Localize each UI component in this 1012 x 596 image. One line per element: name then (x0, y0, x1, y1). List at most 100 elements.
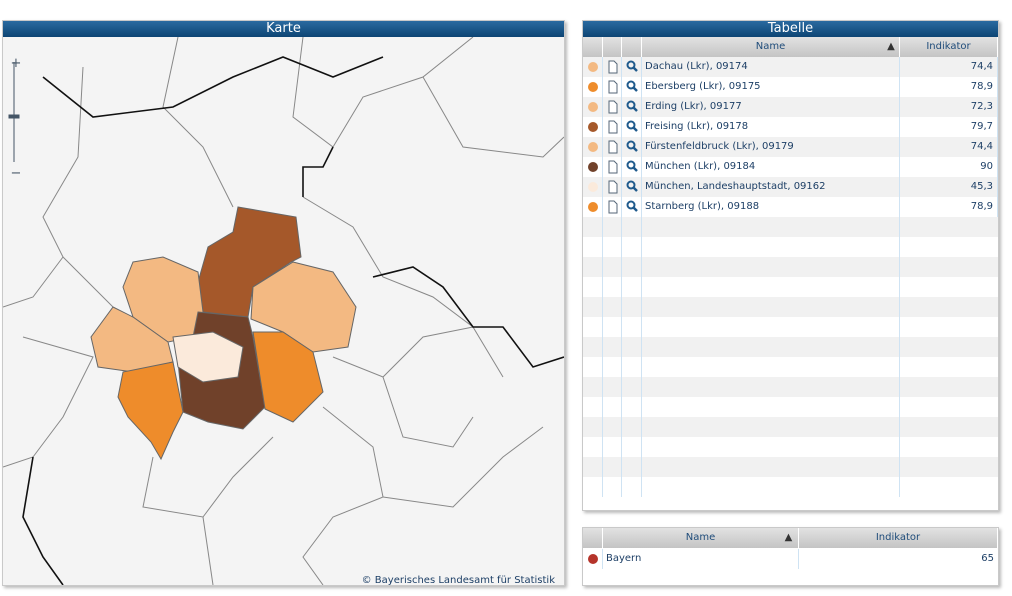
table-row[interactable]: Erding (Lkr), 0917772,3 (583, 97, 998, 117)
cell (622, 337, 642, 357)
name-cell: Fürstenfeldbruck (Lkr), 09179 (642, 137, 900, 157)
cell (603, 217, 622, 237)
doc-icon[interactable] (603, 97, 622, 117)
cell (622, 237, 642, 257)
empty-row (583, 357, 998, 377)
cell (603, 357, 622, 377)
column-header[interactable]: Indikator (799, 528, 998, 548)
doc-icon[interactable] (603, 197, 622, 217)
color-dot (588, 162, 598, 172)
zoom-icon[interactable] (622, 77, 642, 97)
color-dot (588, 182, 598, 192)
cell (603, 237, 622, 257)
sort-marker[interactable]: ▲ (883, 37, 900, 57)
color-dot (588, 82, 598, 92)
svg-text:−: − (11, 166, 22, 181)
table-row[interactable]: München (Lkr), 0918490 (583, 157, 998, 177)
value-cell: 78,9 (900, 77, 998, 97)
name-cell: Starnberg (Lkr), 09188 (642, 197, 900, 217)
table-row[interactable]: Dachau (Lkr), 0917474,4 (583, 57, 998, 77)
map: + − © Bayerisches Landesamt für Statisti… (3, 37, 564, 585)
doc-icon[interactable] (603, 177, 622, 197)
color-cell (583, 397, 603, 417)
zoom-icon[interactable] (622, 137, 642, 157)
cell (622, 437, 642, 457)
cell (603, 317, 622, 337)
column-header[interactable]: Indikator (900, 37, 998, 57)
table-row[interactable]: Ebersberg (Lkr), 0917578,9 (583, 77, 998, 97)
column-header[interactable]: Name (603, 528, 799, 548)
table-header: Name ▲ Indikator (583, 37, 998, 57)
cell (622, 377, 642, 397)
color-dot (588, 122, 598, 132)
doc-icon[interactable] (603, 57, 622, 77)
cell (603, 437, 622, 457)
cell (642, 437, 900, 457)
zoom-icon[interactable] (622, 117, 642, 137)
cell (603, 297, 622, 317)
color-cell (583, 57, 603, 77)
zoom-icon[interactable] (622, 157, 642, 177)
empty-row (583, 397, 998, 417)
table-row[interactable]: Freising (Lkr), 0917879,7 (583, 117, 998, 137)
name-cell: Bayern (603, 549, 799, 569)
cell (642, 357, 900, 377)
copyright: © Bayerisches Landesamt für Statistik (362, 575, 556, 585)
cell (642, 457, 900, 477)
cell (622, 277, 642, 297)
zoom-icon[interactable] (622, 97, 642, 117)
cell (622, 297, 642, 317)
cell (603, 377, 622, 397)
cell (603, 257, 622, 277)
color-cell (583, 457, 603, 477)
doc-icon[interactable] (603, 157, 622, 177)
color-cell (583, 297, 603, 317)
summary-row[interactable]: Bayern65 (583, 549, 998, 569)
color-cell (583, 217, 603, 237)
empty-row (583, 317, 998, 337)
value-cell: 72,3 (900, 97, 998, 117)
color-cell (583, 137, 603, 157)
color-cell (583, 77, 603, 97)
color-cell (583, 177, 603, 197)
cell (622, 357, 642, 377)
summary-panel: Name ▲ Indikator Bayern65 (582, 527, 999, 586)
zoom-icon[interactable] (622, 57, 642, 77)
name-cell: Ebersberg (Lkr), 09175 (642, 77, 900, 97)
empty-row (583, 217, 998, 237)
table-title: Tabelle (583, 21, 998, 37)
zoom-icon[interactable] (622, 197, 642, 217)
cell (642, 377, 900, 397)
table-row[interactable]: Fürstenfeldbruck (Lkr), 0917974,4 (583, 137, 998, 157)
color-cell (583, 337, 603, 357)
value-cell: 45,3 (900, 177, 998, 197)
name-cell: Freising (Lkr), 09178 (642, 117, 900, 137)
empty-row (583, 337, 998, 357)
empty-row (583, 437, 998, 457)
empty-row (583, 477, 998, 497)
color-dot (588, 142, 598, 152)
color-dot (588, 102, 598, 112)
color-cell (583, 549, 603, 569)
zoom-icon[interactable] (622, 177, 642, 197)
value-cell: 79,7 (900, 117, 998, 137)
color-dot (588, 554, 598, 564)
sort-marker[interactable]: ▲ (779, 528, 799, 548)
empty-row (583, 237, 998, 257)
doc-icon[interactable] (603, 77, 622, 97)
doc-icon[interactable] (603, 137, 622, 157)
cell (642, 417, 900, 437)
color-cell (583, 417, 603, 437)
cell (622, 317, 642, 337)
cell (622, 257, 642, 277)
value-cell: 90 (900, 157, 998, 177)
table-row[interactable]: Starnberg (Lkr), 0918878,9 (583, 197, 998, 217)
cell (642, 277, 900, 297)
table-body: Dachau (Lkr), 0917474,4Ebersberg (Lkr), … (583, 57, 998, 509)
value-cell: 74,4 (900, 137, 998, 157)
cell (603, 457, 622, 477)
table-row[interactable]: München, Landeshauptstadt, 0916245,3 (583, 177, 998, 197)
doc-icon[interactable] (603, 117, 622, 137)
column-header[interactable]: Name (642, 37, 900, 57)
